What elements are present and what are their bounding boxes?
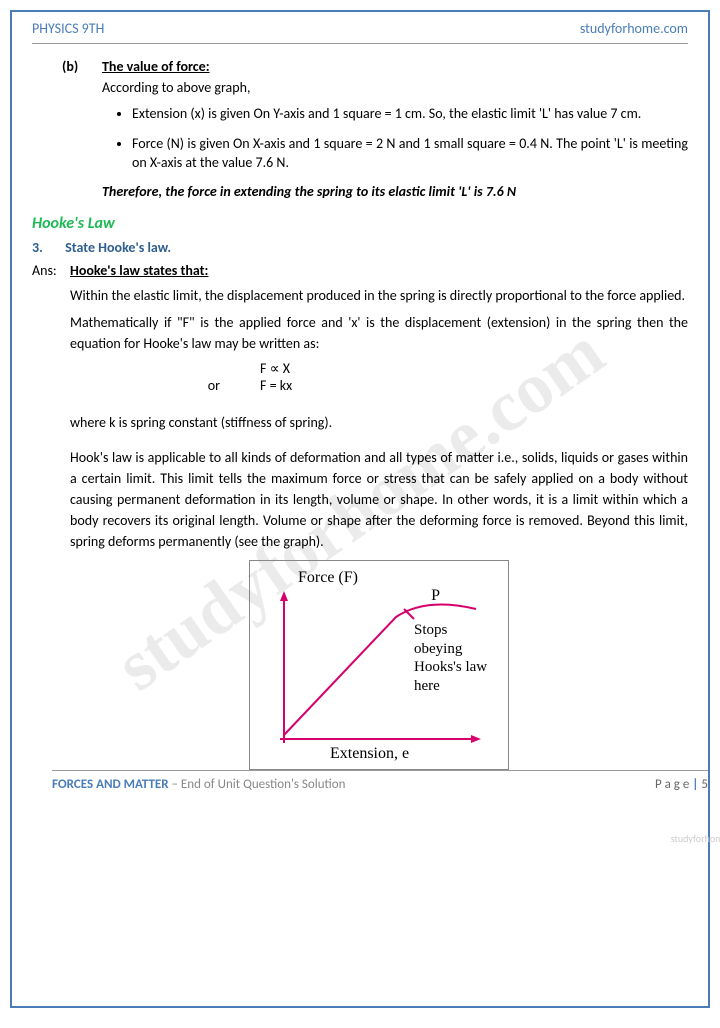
question-number: 3. <box>32 239 62 256</box>
hookes-p2: Mathematically if "F" is the applied for… <box>70 312 688 354</box>
graph-svg <box>276 587 486 747</box>
bullet-item: Extension (x) is given On Y-axis and 1 s… <box>132 104 688 124</box>
question-3: 3. State Hooke's law. <box>32 239 688 256</box>
graph-curve <box>284 604 476 735</box>
header-left: PHYSICS 9TH <box>32 20 104 37</box>
page-content: (b) The value of force: According to abo… <box>32 44 688 770</box>
section-hookes-law: Hooke's Law <box>32 214 688 233</box>
page-header: PHYSICS 9TH studyforhome.com <box>32 12 688 44</box>
equation-or: or <box>70 377 260 394</box>
graph-x-arrow <box>471 735 481 743</box>
part-b-title: The value of force: <box>102 58 688 75</box>
equation-1: F ∝ X <box>260 360 290 377</box>
footer-page-num: 5 <box>701 777 708 792</box>
bullet-item: Force (N) is given On X-axis and 1 squar… <box>132 134 688 173</box>
graph-y-arrow <box>280 591 288 601</box>
footer-chapter: FORCES AND MATTER <box>52 777 169 792</box>
hookes-states-that: Hooke's law states that: <box>70 262 688 279</box>
equation-2: F = kx <box>260 377 292 394</box>
hookes-p4: Hook's law is applicable to all kinds of… <box>70 447 688 552</box>
hookes-law-graph: Force (F) P Stops obeying Hooks's law he… <box>249 560 509 770</box>
graph-x-label: Extension, e <box>330 745 409 763</box>
part-b-conclusion: Therefore, the force in extending the sp… <box>102 183 688 200</box>
answer-label: Ans: <box>32 262 70 770</box>
footer-page-label: P a g e <box>655 777 692 792</box>
footer-subtitle: – End of Unit Question's Solution <box>169 777 346 792</box>
page-footer: FORCES AND MATTER – End of Unit Question… <box>52 770 708 798</box>
hookes-p3: where k is spring constant (stiffness of… <box>70 412 688 433</box>
side-watermark: studyforhome.com <box>671 832 720 845</box>
part-b-bullets: Extension (x) is given On Y-axis and 1 s… <box>72 104 688 173</box>
hookes-p1: Within the elastic limit, the displaceme… <box>70 285 688 306</box>
header-right: studyforhome.com <box>580 20 688 37</box>
graph-y-label: Force (F) <box>298 569 358 587</box>
question-text: State Hooke's law. <box>65 239 171 256</box>
equation-block: F ∝ X or F = kx <box>70 360 688 394</box>
part-b-label: (b) <box>32 58 102 96</box>
part-b-intro: According to above graph, <box>102 79 688 96</box>
